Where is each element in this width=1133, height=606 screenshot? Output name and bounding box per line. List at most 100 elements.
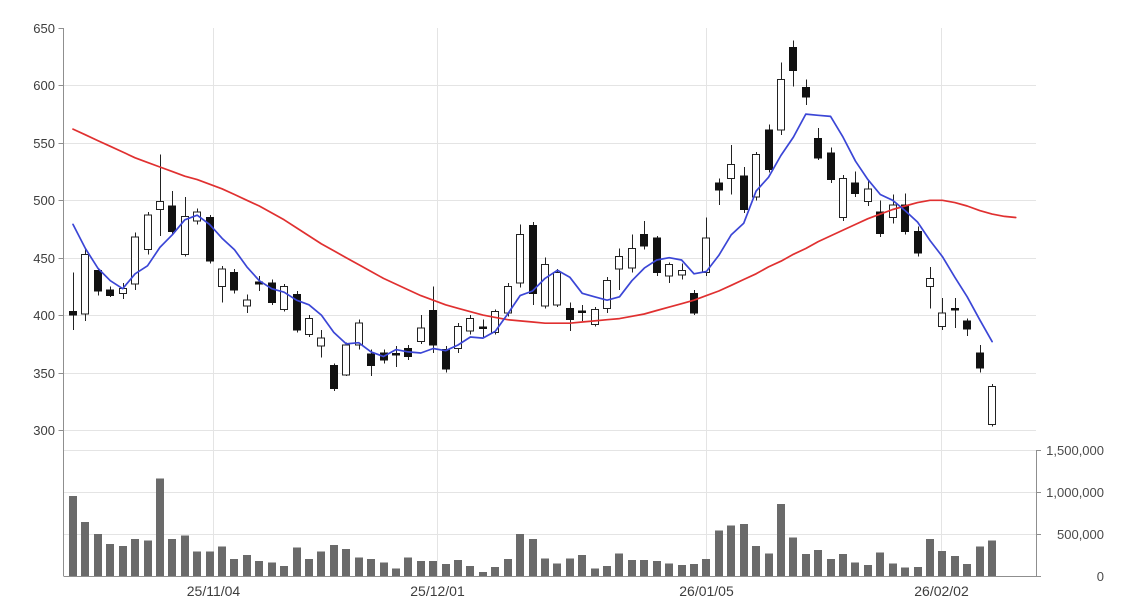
price-tick-label: 650 <box>33 21 55 36</box>
candle-body-up <box>839 177 847 219</box>
candle-body-down <box>827 152 835 181</box>
date-tick-label: 26/02/02 <box>914 583 969 599</box>
volume-bar <box>516 534 524 576</box>
volume-bar <box>715 530 723 576</box>
price-tick-label: 500 <box>33 193 55 208</box>
volume-bar <box>181 535 189 576</box>
volume-bar <box>230 559 238 576</box>
candle-body-up <box>466 318 474 332</box>
price-tick-label: 350 <box>33 366 55 381</box>
volume-bar <box>690 564 698 576</box>
volume-bar <box>926 539 934 576</box>
volume-bar <box>367 559 375 576</box>
volume-bar <box>851 562 859 576</box>
volume-bar <box>94 534 102 576</box>
candle-body-up <box>280 285 288 310</box>
volume-bar <box>293 547 301 576</box>
price-tick-label: 450 <box>33 251 55 266</box>
candle-body-down <box>851 182 859 194</box>
candle-body-up <box>342 344 350 376</box>
volume-bar <box>839 554 847 576</box>
volume-bar <box>305 559 313 576</box>
volume-bar <box>752 545 760 576</box>
volume-bar <box>827 559 835 576</box>
volume-bar <box>380 562 388 576</box>
candle-body-up <box>926 277 934 287</box>
volume-bar <box>168 539 176 576</box>
price-tick-label: 600 <box>33 78 55 93</box>
candle-body-up <box>454 326 462 349</box>
moving-average-lines <box>72 113 1017 358</box>
candle-body-down <box>876 211 884 235</box>
candle-body-down <box>230 272 238 291</box>
candle-body-up <box>317 337 325 347</box>
volume-bar <box>727 525 735 576</box>
candle-body-down <box>479 326 487 330</box>
candle-body-up <box>305 318 313 336</box>
candle-body-down <box>168 205 176 232</box>
volume-bar <box>69 496 77 576</box>
volume-bar <box>740 523 748 576</box>
candle-body-up <box>615 256 623 270</box>
volume-bar <box>541 558 549 576</box>
candle-body-up <box>702 237 710 274</box>
volume-bar <box>653 560 661 576</box>
candle-body-down <box>951 308 959 311</box>
candle-body-down <box>330 365 338 390</box>
candle-body-up <box>181 215 189 255</box>
volume-bar <box>802 554 810 576</box>
date-tick-label: 26/01/05 <box>679 583 734 599</box>
volume-bar <box>777 503 785 576</box>
volume-bar <box>404 557 412 576</box>
volume-bar <box>876 552 884 576</box>
gridlines <box>63 28 1036 576</box>
candle-body-up <box>355 322 363 346</box>
candle-body-up <box>491 311 499 333</box>
volume-bar <box>765 553 773 576</box>
volume-bar <box>976 546 984 576</box>
volume-bar <box>206 551 214 576</box>
date-tick-label: 25/11/04 <box>187 583 241 599</box>
volume-bar <box>615 553 623 576</box>
volume-bar <box>901 567 909 576</box>
volume-bar <box>81 522 89 576</box>
volume-bar <box>914 566 922 576</box>
volume-bar <box>442 564 450 576</box>
candle-body-up <box>752 153 760 198</box>
volume-bar <box>479 571 487 576</box>
candle-body-down <box>914 230 922 254</box>
volume-bar <box>342 549 350 576</box>
price-tick-label: 550 <box>33 136 55 151</box>
candle-body-up <box>218 268 226 287</box>
candle-body-down <box>740 175 748 210</box>
candle-body-up <box>81 253 89 315</box>
volume-bar <box>106 544 114 576</box>
ma-fast-line <box>72 113 993 358</box>
volume-bar <box>144 540 152 576</box>
candle-body-up <box>678 269 686 276</box>
candle-body-up <box>938 312 946 328</box>
candle-body-down <box>566 307 574 321</box>
axis-tick-labels: 650 600 550 500 450 400 350 300 1,500,000 1,000,0… <box>33 21 1104 599</box>
volume-bar <box>193 551 201 576</box>
candle-body-down <box>802 87 810 98</box>
candle-body-down <box>94 269 102 292</box>
axis-lines <box>58 28 1041 577</box>
candle-body-up <box>553 272 561 306</box>
candle-body-up <box>665 264 673 277</box>
candle-body-down <box>814 137 822 159</box>
volume-bar <box>529 539 537 576</box>
volume-bar <box>678 565 686 576</box>
volume-bar <box>566 558 574 576</box>
volume-bar <box>504 559 512 576</box>
candle-body-up <box>591 308 599 325</box>
volume-bar <box>553 563 561 576</box>
volume-bar <box>454 560 462 576</box>
candle-body-down <box>206 217 214 262</box>
volume-bar <box>889 563 897 576</box>
volume-bar <box>963 564 971 576</box>
volume-bar <box>665 563 673 576</box>
candle-body-up <box>243 299 251 307</box>
